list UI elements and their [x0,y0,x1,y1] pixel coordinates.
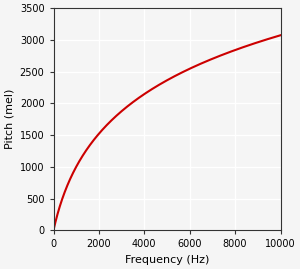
Y-axis label: Pitch (mel): Pitch (mel) [4,89,14,149]
X-axis label: Frequency (Hz): Frequency (Hz) [125,255,209,265]
